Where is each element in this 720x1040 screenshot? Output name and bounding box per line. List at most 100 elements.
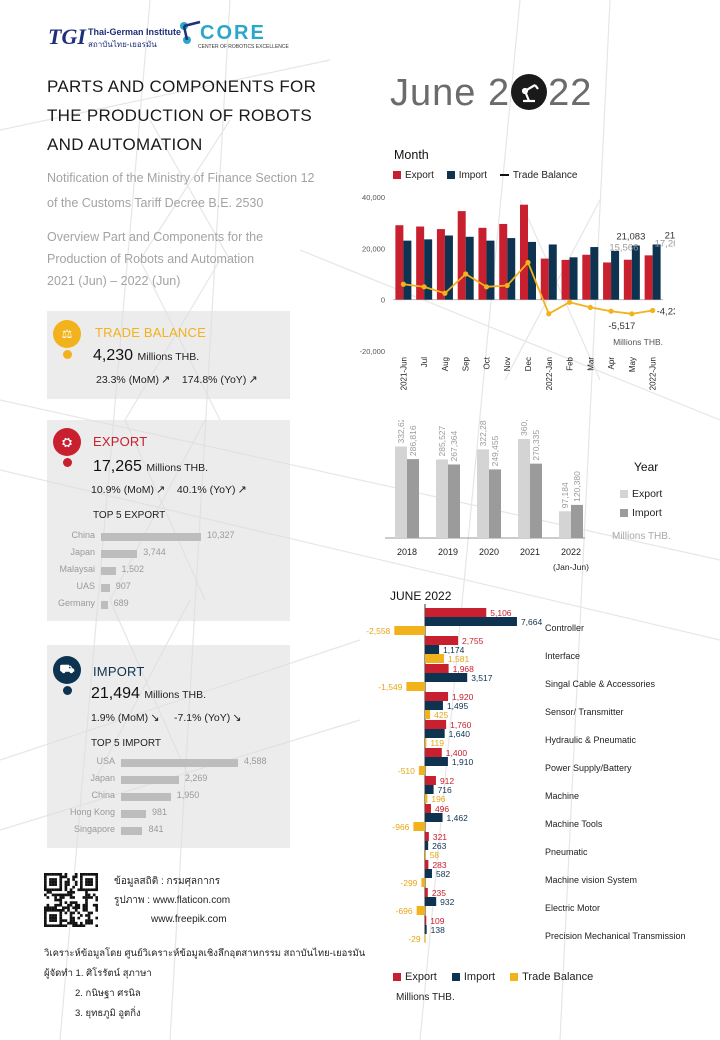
qr-module <box>95 898 98 902</box>
x-tick-label: May <box>628 357 637 372</box>
qr-module <box>44 911 47 915</box>
bar-value-label: 3,517 <box>471 673 493 683</box>
year-tick-label: 2022 <box>561 547 581 557</box>
year-tick-label: 2021 <box>520 547 540 557</box>
qr-module <box>87 880 91 884</box>
qr-module <box>69 919 73 922</box>
qr-module <box>59 924 63 927</box>
top5-value: 2,269 <box>184 773 208 783</box>
export-bar <box>425 720 447 729</box>
qr-module <box>82 888 86 892</box>
export-bar <box>416 226 425 300</box>
qr-module <box>46 888 50 892</box>
import-bar <box>425 869 432 878</box>
qr-module <box>46 903 50 907</box>
top5-row: Germany 689 <box>47 598 247 612</box>
legend-item: Export <box>620 488 662 500</box>
legend-swatch <box>620 490 628 498</box>
top5-value: 10,327 <box>207 530 235 540</box>
qr-module <box>67 891 70 894</box>
qr-module <box>80 883 83 886</box>
trade-balance-bar <box>424 934 426 943</box>
import-icon: ⛟ <box>53 656 81 684</box>
legend-swatch <box>393 171 401 179</box>
qr-module <box>54 906 57 910</box>
x-tick-label: Oct <box>482 356 491 369</box>
qr-module <box>46 909 50 912</box>
qr-module <box>74 901 78 904</box>
top5-row: Singapore 841 <box>67 824 267 838</box>
footer-analysis: วิเคราะห์ข้อมูลโดย ศูนย์วิเคราะห์ข้อมูลเ… <box>44 948 366 959</box>
category-label: Sensor/ Transmitter <box>545 707 624 717</box>
trade-balance-point <box>442 290 448 296</box>
yearly-chart-title: Year <box>634 460 659 474</box>
qr-module <box>87 911 91 915</box>
data-label: -5,517 <box>608 321 635 332</box>
trade-balance-bar <box>425 710 431 719</box>
legend-swatch <box>499 174 509 176</box>
top5-value: 1,950 <box>176 790 200 800</box>
qr-code-icon[interactable] <box>44 873 98 927</box>
import-bar <box>425 897 437 906</box>
qr-module <box>77 906 81 910</box>
qr-module <box>69 888 73 892</box>
qr-module <box>59 919 63 922</box>
import-value: 21,494 <box>91 685 140 702</box>
bar-value-label: 1,968 <box>453 664 475 674</box>
export-bar <box>540 258 549 300</box>
qr-module <box>54 880 57 884</box>
import-bar <box>425 617 517 626</box>
top5-country: China <box>91 790 115 800</box>
qr-module <box>49 883 52 886</box>
import-yoy: -7.1% (YoY) <box>174 712 231 724</box>
qr-module <box>85 903 88 907</box>
qr-module <box>85 878 88 881</box>
qr-module <box>64 924 68 927</box>
year-import-label: 249,455 <box>490 435 500 466</box>
qr-module <box>72 916 75 920</box>
export-bar <box>425 664 449 673</box>
year-tick-label: 2020 <box>479 547 499 557</box>
data-label: 17,265 <box>655 238 675 249</box>
qr-module <box>51 909 55 912</box>
qr-module <box>62 919 65 922</box>
qr-module <box>54 883 57 886</box>
import-bar <box>548 244 557 300</box>
top5-value: 689 <box>113 598 129 608</box>
category-label: Power Supply/Battery <box>545 763 632 773</box>
qr-module <box>87 883 91 886</box>
credit-source: ข้อมูลสถิติ : กรมศุลกากร <box>114 876 221 887</box>
qr-module <box>56 888 60 892</box>
qr-module <box>72 896 75 899</box>
qr-module <box>72 878 75 881</box>
robot-circle-icon <box>511 74 548 110</box>
qr-module <box>90 888 93 892</box>
export-bar <box>425 692 449 701</box>
top5-bar <box>101 533 201 541</box>
x-tick-label: Mar <box>586 357 595 371</box>
export-bar <box>425 860 429 869</box>
export-bar <box>520 204 528 300</box>
trade-balance-point <box>504 282 510 289</box>
trade-balance-unit: Millions THB. <box>137 351 200 363</box>
export-value: 17,265 <box>93 458 142 475</box>
qr-module <box>49 891 52 894</box>
export-yoy: 40.1% (YoY) <box>176 484 236 496</box>
qr-module <box>67 878 70 881</box>
qr-module <box>77 888 81 892</box>
qr-module <box>59 911 63 915</box>
category-label: Hydraulic & Pneumatic <box>545 735 637 745</box>
qr-module <box>51 873 55 876</box>
qr-module <box>59 921 63 925</box>
export-bar <box>623 259 632 300</box>
category-label: Electric Motor <box>545 903 600 913</box>
qr-module <box>59 898 63 902</box>
qr-module <box>72 911 75 915</box>
qr-module <box>69 911 73 915</box>
qr-module <box>64 901 68 904</box>
import-value-row: 21,494 Millions THB. <box>91 685 206 703</box>
bar-value-label: -966 <box>392 822 409 832</box>
qr-module <box>85 914 88 917</box>
trade-balance-bar <box>425 654 444 663</box>
import-bar <box>425 841 429 850</box>
